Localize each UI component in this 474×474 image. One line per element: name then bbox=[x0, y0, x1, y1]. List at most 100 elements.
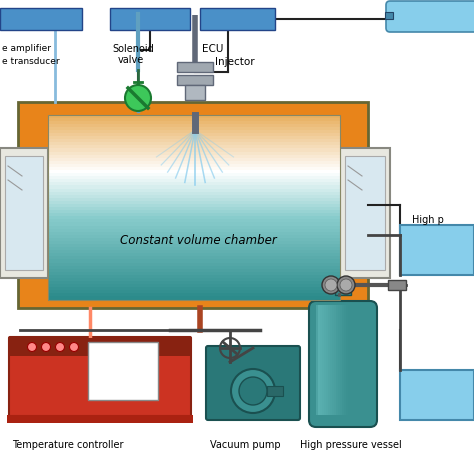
Bar bbox=[88, 342, 158, 400]
Bar bbox=[48, 173, 340, 177]
Bar bbox=[48, 179, 340, 183]
Circle shape bbox=[239, 377, 267, 405]
Bar bbox=[48, 139, 340, 143]
Bar bbox=[385, 12, 393, 19]
Bar bbox=[7, 415, 193, 423]
Circle shape bbox=[340, 279, 352, 291]
Bar bbox=[335, 279, 351, 295]
Text: High pressure vessel: High pressure vessel bbox=[300, 440, 402, 450]
Bar bbox=[345, 156, 385, 270]
Bar bbox=[48, 247, 340, 251]
Text: Constant volume chamber: Constant volume chamber bbox=[120, 234, 277, 246]
Text: Injector: Injector bbox=[215, 57, 255, 67]
Bar bbox=[48, 281, 340, 285]
Bar bbox=[48, 167, 340, 171]
Bar bbox=[48, 244, 340, 248]
Bar bbox=[322, 305, 326, 415]
Text: Vacuum pump: Vacuum pump bbox=[210, 440, 281, 450]
Bar bbox=[48, 238, 340, 242]
Bar bbox=[388, 280, 406, 290]
Bar bbox=[48, 284, 340, 288]
Circle shape bbox=[125, 85, 151, 111]
Bar bbox=[338, 305, 342, 415]
Text: valve: valve bbox=[118, 55, 144, 65]
Bar bbox=[48, 241, 340, 245]
Bar bbox=[48, 290, 340, 294]
Bar bbox=[48, 170, 340, 174]
Bar bbox=[48, 235, 340, 239]
Bar bbox=[48, 121, 340, 125]
FancyBboxPatch shape bbox=[206, 346, 300, 420]
Bar bbox=[48, 146, 340, 149]
Bar bbox=[332, 305, 336, 415]
Bar bbox=[48, 130, 340, 134]
Bar bbox=[48, 142, 340, 146]
Bar bbox=[48, 198, 340, 202]
Bar bbox=[110, 8, 190, 30]
Bar bbox=[48, 228, 340, 233]
Bar bbox=[48, 201, 340, 205]
Bar bbox=[400, 370, 474, 420]
Bar bbox=[48, 185, 340, 190]
Bar bbox=[320, 305, 324, 415]
Bar bbox=[48, 269, 340, 273]
Text: ECU: ECU bbox=[202, 44, 223, 54]
Bar bbox=[5, 156, 43, 270]
FancyBboxPatch shape bbox=[9, 337, 191, 416]
Bar bbox=[48, 133, 340, 137]
Bar bbox=[318, 305, 322, 415]
Bar bbox=[324, 305, 328, 415]
Bar bbox=[48, 136, 340, 140]
Bar bbox=[48, 222, 340, 227]
Text: Temperature controller: Temperature controller bbox=[12, 440, 124, 450]
Bar bbox=[48, 216, 340, 220]
Bar bbox=[48, 148, 340, 153]
Circle shape bbox=[322, 276, 340, 294]
Bar bbox=[200, 8, 275, 30]
Circle shape bbox=[55, 343, 64, 352]
Bar bbox=[10, 338, 190, 356]
Bar bbox=[48, 250, 340, 254]
Bar bbox=[48, 219, 340, 223]
Bar bbox=[344, 305, 348, 415]
Bar bbox=[340, 305, 344, 415]
Bar bbox=[48, 278, 340, 282]
Bar bbox=[48, 176, 340, 180]
Bar bbox=[0, 8, 82, 30]
Bar bbox=[48, 115, 340, 300]
Text: High p: High p bbox=[412, 215, 444, 225]
Bar bbox=[316, 305, 320, 415]
Bar bbox=[48, 161, 340, 165]
Circle shape bbox=[231, 369, 275, 413]
Bar bbox=[48, 213, 340, 217]
Circle shape bbox=[337, 276, 355, 294]
Bar bbox=[328, 305, 332, 415]
Bar bbox=[18, 102, 368, 308]
Bar bbox=[48, 232, 340, 236]
Bar bbox=[48, 189, 340, 192]
Text: e amplifier: e amplifier bbox=[2, 44, 51, 53]
Bar bbox=[48, 155, 340, 159]
Bar bbox=[267, 386, 283, 396]
Bar bbox=[48, 191, 340, 196]
Bar bbox=[48, 287, 340, 291]
Bar bbox=[400, 225, 474, 275]
Bar bbox=[177, 62, 213, 72]
Bar bbox=[48, 158, 340, 162]
Bar bbox=[177, 75, 213, 85]
Bar bbox=[48, 272, 340, 276]
Bar bbox=[340, 148, 390, 278]
Bar bbox=[0, 148, 48, 278]
Bar bbox=[48, 127, 340, 131]
Bar bbox=[48, 204, 340, 208]
FancyBboxPatch shape bbox=[386, 1, 474, 32]
Bar bbox=[48, 210, 340, 214]
Text: e transducer: e transducer bbox=[2, 57, 60, 66]
Bar bbox=[48, 259, 340, 264]
Circle shape bbox=[325, 279, 337, 291]
Bar bbox=[48, 118, 340, 122]
Bar bbox=[48, 293, 340, 297]
Bar bbox=[48, 226, 340, 229]
Bar bbox=[48, 195, 340, 199]
Bar bbox=[342, 305, 346, 415]
